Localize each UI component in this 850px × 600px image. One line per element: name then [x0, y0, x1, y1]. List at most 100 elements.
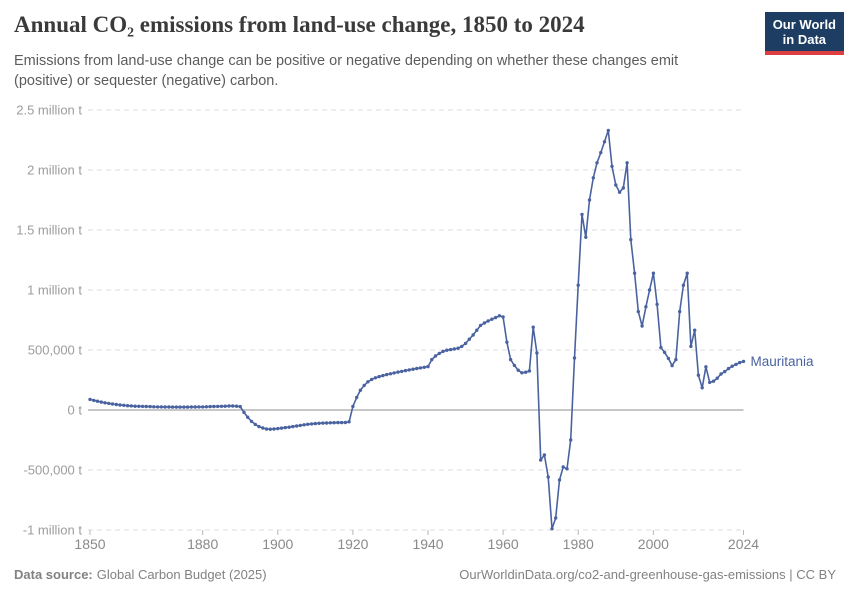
data-point[interactable] — [140, 404, 145, 409]
data-point[interactable] — [388, 372, 393, 376]
data-point[interactable] — [670, 363, 674, 368]
data-point[interactable] — [234, 404, 239, 408]
data-point[interactable] — [159, 405, 164, 409]
data-point[interactable] — [689, 344, 693, 349]
data-point[interactable] — [576, 283, 580, 287]
data-point[interactable] — [497, 314, 502, 318]
data-point[interactable] — [283, 425, 287, 430]
data-point[interactable] — [95, 399, 100, 403]
data-point[interactable] — [625, 161, 629, 165]
data-point[interactable] — [662, 350, 667, 355]
data-point[interactable] — [681, 283, 686, 287]
data-point[interactable] — [711, 379, 716, 383]
data-point[interactable] — [606, 128, 610, 133]
data-point[interactable] — [268, 427, 272, 431]
data-point[interactable] — [216, 404, 220, 409]
data-point[interactable] — [463, 341, 468, 346]
data-point[interactable] — [264, 427, 269, 431]
data-point[interactable] — [309, 422, 314, 426]
data-point[interactable] — [110, 402, 115, 406]
data-point[interactable] — [542, 453, 547, 457]
data-point[interactable] — [317, 421, 321, 425]
data-point[interactable] — [257, 424, 261, 429]
data-point[interactable] — [580, 212, 584, 217]
data-point[interactable] — [103, 401, 107, 405]
data-point[interactable] — [557, 478, 562, 482]
mauritania-line[interactable] — [89, 129, 745, 530]
data-point[interactable] — [441, 349, 445, 354]
data-point[interactable] — [531, 325, 535, 329]
data-point[interactable] — [197, 405, 201, 409]
data-point[interactable] — [640, 324, 644, 328]
data-point[interactable] — [362, 383, 366, 388]
data-point[interactable] — [696, 373, 701, 377]
data-point[interactable] — [632, 271, 637, 275]
data-point[interactable] — [118, 403, 122, 407]
data-point[interactable] — [227, 404, 231, 408]
data-point[interactable] — [407, 368, 411, 372]
data-point[interactable] — [291, 424, 295, 429]
data-point[interactable] — [347, 420, 351, 424]
data-point[interactable] — [486, 319, 490, 323]
data-point[interactable] — [122, 403, 126, 407]
data-point[interactable] — [636, 309, 640, 314]
data-point[interactable] — [478, 323, 483, 328]
data-point[interactable] — [505, 340, 509, 344]
data-point[interactable] — [437, 351, 441, 356]
data-point[interactable] — [621, 186, 625, 190]
owid-logo[interactable]: Our World in Data — [764, 12, 844, 55]
data-point[interactable] — [152, 405, 156, 409]
data-point[interactable] — [460, 344, 464, 349]
data-point[interactable] — [392, 371, 396, 375]
data-point[interactable] — [678, 309, 682, 314]
data-point[interactable] — [704, 365, 708, 369]
data-point[interactable] — [332, 421, 336, 425]
data-point[interactable] — [693, 328, 697, 332]
data-point[interactable] — [114, 402, 119, 407]
data-point[interactable] — [426, 364, 430, 369]
data-point[interactable] — [253, 422, 257, 427]
data-point[interactable] — [137, 404, 141, 408]
data-point[interactable] — [370, 377, 374, 382]
data-point[interactable] — [456, 346, 460, 350]
data-point[interactable] — [219, 404, 224, 408]
data-point[interactable] — [385, 372, 389, 377]
data-point[interactable] — [610, 164, 614, 169]
data-point[interactable] — [287, 425, 291, 429]
data-point[interactable] — [617, 190, 622, 194]
data-point[interactable] — [602, 140, 607, 144]
data-point[interactable] — [433, 354, 438, 358]
data-point[interactable] — [107, 401, 111, 406]
data-point[interactable] — [377, 374, 381, 379]
data-point[interactable] — [129, 404, 133, 408]
data-point[interactable] — [415, 366, 419, 371]
data-point[interactable] — [144, 404, 148, 409]
data-point[interactable] — [647, 288, 652, 292]
data-point[interactable] — [223, 404, 227, 408]
data-point[interactable] — [125, 404, 130, 408]
attribution-link[interactable]: OurWorldinData.org/co2-and-greenhouse-ga… — [459, 567, 836, 582]
data-point[interactable] — [666, 356, 671, 361]
data-point[interactable] — [738, 360, 742, 365]
data-point[interactable] — [418, 366, 423, 370]
data-point[interactable] — [520, 371, 524, 375]
data-point[interactable] — [373, 376, 378, 380]
data-point[interactable] — [261, 426, 265, 430]
data-point[interactable] — [572, 356, 577, 360]
data-point[interactable] — [302, 423, 306, 427]
data-point[interactable] — [445, 348, 449, 352]
data-point[interactable] — [719, 372, 723, 376]
data-point[interactable] — [343, 420, 348, 425]
data-point[interactable] — [471, 333, 475, 337]
data-point[interactable] — [655, 302, 659, 307]
data-point[interactable] — [336, 420, 340, 425]
data-point[interactable] — [723, 369, 727, 374]
data-point[interactable] — [411, 367, 415, 371]
data-point[interactable] — [182, 405, 186, 409]
data-point[interactable] — [321, 421, 325, 425]
data-point[interactable] — [546, 475, 550, 479]
data-point[interactable] — [249, 419, 254, 424]
data-point[interactable] — [550, 527, 554, 531]
data-point[interactable] — [170, 405, 175, 409]
data-point[interactable] — [591, 176, 595, 180]
